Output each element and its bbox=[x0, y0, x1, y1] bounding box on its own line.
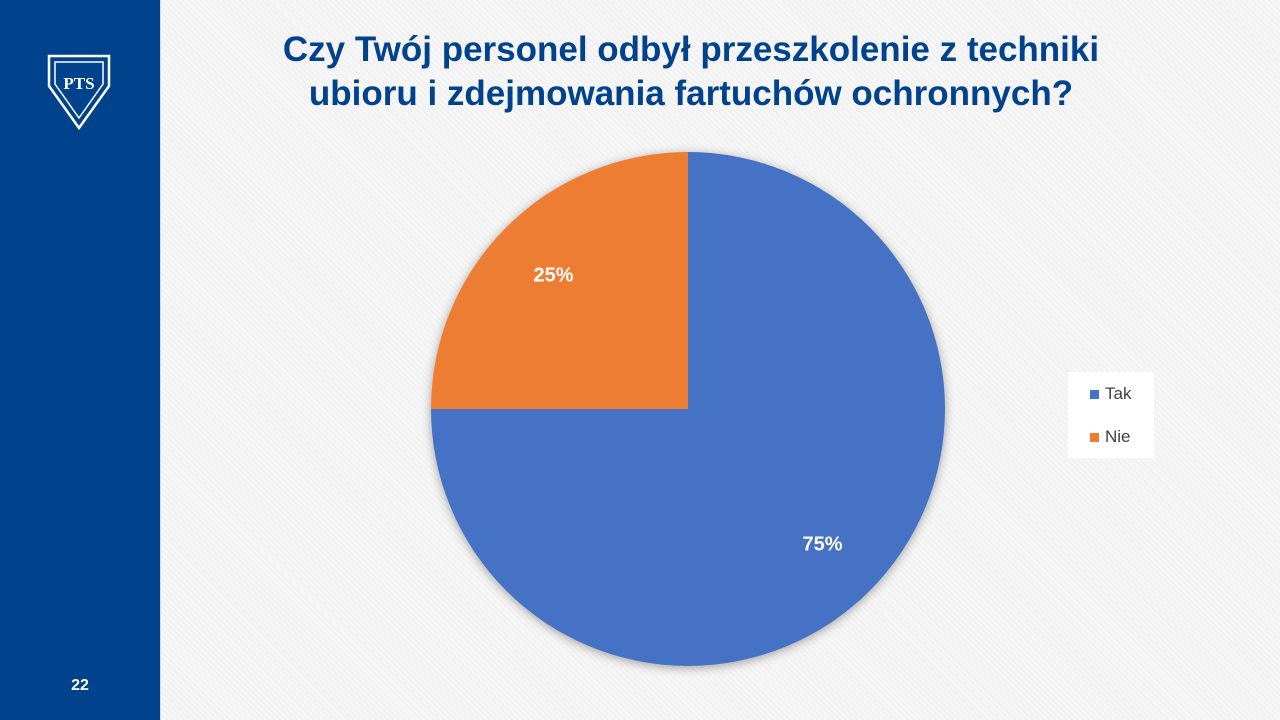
legend-swatch-tak bbox=[1090, 389, 1099, 399]
sidebar: PTS 22 bbox=[0, 0, 160, 720]
svg-text:PTS: PTS bbox=[63, 74, 94, 93]
data-label-nie: 25% bbox=[534, 265, 574, 287]
legend-item-tak: Tak bbox=[1090, 384, 1131, 404]
pie-slice-nie bbox=[431, 152, 688, 409]
chart-legend: Tak Nie bbox=[1068, 372, 1154, 458]
chart-title-line-1: Czy Twój personel odbył przeszkolenie z … bbox=[282, 30, 1100, 69]
chart-title-line-2: ubioru i zdejmowania fartuchów ochronnyc… bbox=[308, 74, 1074, 113]
pts-logo-icon: PTS bbox=[47, 54, 111, 131]
pts-logo: PTS bbox=[46, 52, 112, 132]
slide-content: Czy Twój personel odbył przeszkolenie z … bbox=[160, 0, 1280, 720]
pie-chart: 75% 25% bbox=[431, 152, 945, 666]
chart-title: Czy Twój personel odbył przeszkolenie z … bbox=[261, 28, 1121, 116]
legend-item-nie: Nie bbox=[1090, 427, 1131, 447]
legend-label-tak: Tak bbox=[1105, 384, 1132, 403]
page-number: 22 bbox=[71, 677, 89, 694]
legend-swatch-nie bbox=[1090, 432, 1099, 442]
data-label-tak: 75% bbox=[802, 533, 842, 555]
legend-label-nie: Nie bbox=[1105, 427, 1131, 446]
